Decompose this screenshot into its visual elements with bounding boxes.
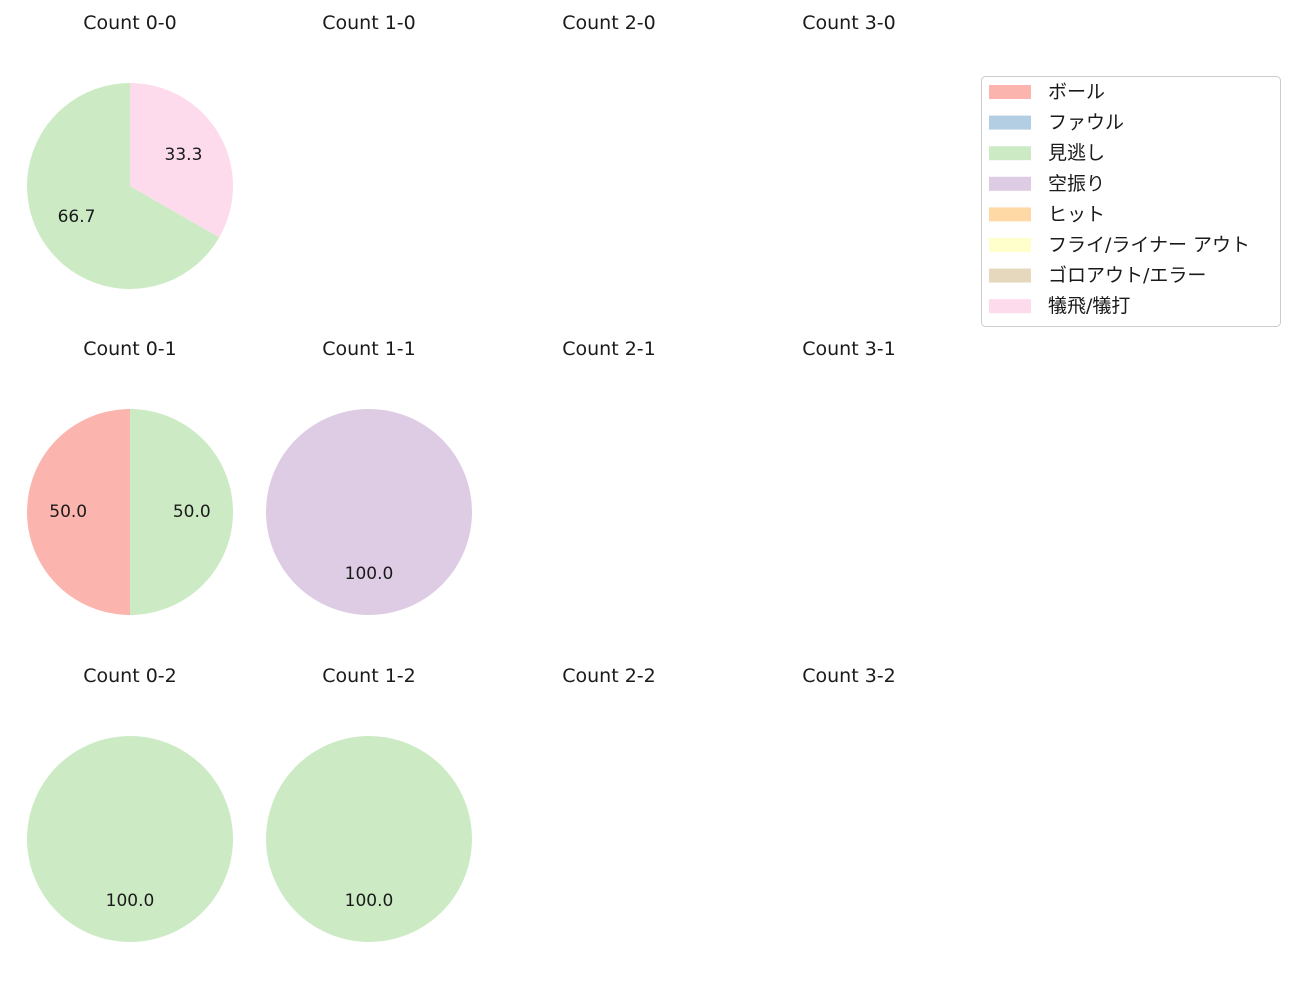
subplot-count-2-2: Count 2-2 (562, 665, 656, 687)
subplot-count-1-1: Count 1-1 100.0 (266, 338, 472, 615)
pct-label-count-0-1-1: 50.0 (173, 502, 211, 522)
pie-slice-count-0-1-1 (130, 409, 233, 615)
pct-label-count-0-0-1: 33.3 (165, 145, 203, 165)
subplot-title: Count 2-1 (562, 338, 656, 360)
pct-label-count-1-2-0: 100.0 (345, 891, 394, 911)
legend-label-3: 空振り (1048, 173, 1105, 195)
subplot-count-0-1: Count 0-1 50.0 50.0 (27, 338, 233, 615)
legend-swatch-0 (989, 85, 1031, 99)
subplot-title: Count 1-1 (322, 338, 416, 360)
legend-swatch-3 (989, 176, 1031, 191)
legend-label-5: フライ/ライナー アウト (1048, 234, 1250, 256)
legend-label-0: ボール (1048, 81, 1105, 103)
legend-swatch-2 (989, 146, 1031, 161)
subplot-count-2-1: Count 2-1 (562, 338, 656, 360)
legend-frame (981, 76, 1281, 327)
subplot-title: Count 2-0 (562, 12, 656, 34)
legend-swatch-6 (989, 268, 1031, 283)
pct-label-count-1-1-0: 100.0 (345, 564, 394, 584)
pie-slice-count-1-2-0 (266, 736, 472, 942)
legend-label-6: ゴロアウト/エラー (1048, 265, 1206, 287)
subplot-count-3-0: Count 3-0 (802, 12, 896, 34)
subplot-count-3-2: Count 3-2 (802, 665, 896, 687)
pct-label-count-0-1-0: 50.0 (49, 502, 87, 522)
pct-label-count-0-2-0: 100.0 (106, 891, 155, 911)
legend-swatch-5 (989, 238, 1031, 252)
pie-slice-count-0-1-0 (27, 409, 130, 615)
pie-slice-count-0-2-0 (27, 736, 233, 942)
subplot-title: Count 3-2 (802, 665, 896, 687)
pie-slice-count-1-1-0 (266, 409, 472, 615)
subplot-title: Count 0-0 (83, 12, 177, 34)
legend-label-4: ヒット (1048, 203, 1105, 225)
pie-slice-count-0-0-1 (130, 83, 234, 238)
subplot-count-0-0: Count 0-0 66.7 33.3 (27, 12, 234, 289)
legend-label-2: 見逃し (1048, 142, 1105, 164)
subplot-title: Count 1-0 (322, 12, 416, 34)
legend-label-1: ファウル (1048, 112, 1124, 134)
subplot-title: Count 3-0 (802, 12, 896, 34)
subplot-title: Count 1-2 (322, 665, 416, 687)
legend-swatch-4 (989, 207, 1031, 222)
subplot-title: Count 2-2 (562, 665, 656, 687)
subplot-title: Count 0-2 (83, 665, 177, 687)
legend-swatch-1 (989, 115, 1031, 130)
subplot-count-1-2: Count 1-2 100.0 (266, 665, 472, 942)
pie-slice-count-0-0-0 (27, 83, 220, 289)
subplot-title: Count 3-1 (802, 338, 896, 360)
subplot-count-1-0: Count 1-0 (322, 12, 416, 34)
subplot-title: Count 0-1 (83, 338, 177, 360)
legend-label-7: 犠飛/犠打 (1048, 295, 1130, 317)
subplot-count-2-0: Count 2-0 (562, 12, 656, 34)
subplot-count-0-2: Count 0-2 100.0 (27, 665, 233, 942)
legend-swatch-7 (989, 299, 1031, 314)
subplot-count-3-1: Count 3-1 (802, 338, 896, 360)
subplots: Count 0-0 66.7 33.3 Count 1-0 Count 2-0 Count… (27, 12, 896, 942)
pct-label-count-0-0-0: 66.7 (58, 207, 96, 227)
